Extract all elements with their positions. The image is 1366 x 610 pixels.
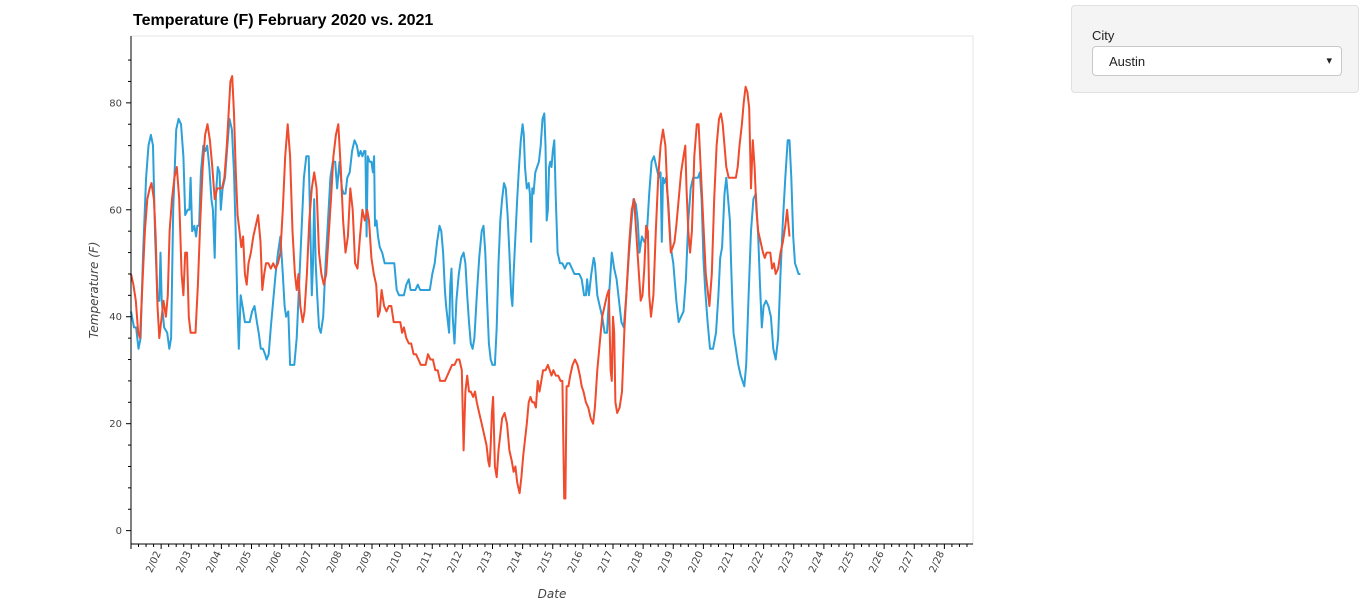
x-tick-label: 2/08 (325, 550, 344, 575)
series-line-1 (130, 112, 801, 388)
series-layer (130, 75, 801, 500)
x-tick-label: 2/28 (928, 550, 947, 575)
x-tick-label: 2/05 (235, 550, 254, 575)
y-tick-label: 20 (109, 419, 122, 430)
x-tick-label: 2/11 (416, 550, 435, 575)
x-tick-label: 2/15 (536, 550, 555, 575)
x-tick-label: 2/22 (747, 550, 766, 575)
x-tick-label: 2/20 (687, 550, 706, 575)
line-chart: 0 20 40 60 80 2/02 2/03 2/04 2/05 2/06 2/07 2/08 2/0… (87, 35, 974, 601)
city-widget-panel: City Austin ▾ (1071, 5, 1359, 93)
x-tick-label: 2/25 (837, 550, 856, 575)
chart-area: Temperature (F) February 2020 vs. 2021 0… (87, 12, 974, 601)
y-tick-label: 80 (109, 98, 122, 109)
chart-title: Temperature (F) February 2020 vs. 2021 (133, 12, 434, 29)
x-axis-label: Date (538, 587, 567, 601)
x-tick-label: 2/19 (657, 550, 676, 575)
axis-layer: 0 20 40 60 80 2/02 2/03 2/04 2/05 2/06 2/07 2/08 2/0… (109, 36, 973, 575)
x-tick-label: 2/06 (265, 550, 284, 575)
x-tick-label: 2/02 (144, 550, 163, 575)
x-tick-label: 2/04 (205, 550, 224, 575)
chevron-down-icon: ▾ (1326, 55, 1332, 67)
x-tick-label: 2/09 (355, 550, 374, 575)
x-tick-label: 2/16 (566, 550, 585, 575)
x-tick-label: 2/23 (777, 550, 796, 575)
city-select[interactable]: Austin ▾ (1092, 46, 1342, 76)
x-tick-label: 2/26 (867, 550, 886, 575)
x-tick-label: 2/13 (476, 550, 495, 575)
x-tick-label: 2/14 (506, 550, 525, 575)
y-axis-label: Temperature (F) (87, 242, 101, 339)
x-tick-label: 2/27 (898, 550, 917, 575)
x-tick-label: 2/07 (295, 550, 314, 575)
y-tick-label: 60 (109, 205, 122, 216)
x-tick-label: 2/17 (596, 550, 615, 575)
x-tick-label: 2/12 (446, 550, 465, 575)
x-tick-label: 2/21 (717, 550, 736, 575)
x-tick-label: 2/24 (807, 550, 826, 575)
city-label: City (1092, 28, 1115, 43)
y-tick-label: 40 (109, 312, 122, 323)
series-line-2 (130, 75, 791, 500)
city-select-value: Austin (1109, 54, 1146, 69)
y-tick-label: 0 (116, 526, 122, 537)
x-tick-label: 2/10 (385, 550, 404, 575)
x-tick-label: 2/18 (626, 550, 645, 575)
plot-frame (130, 35, 974, 545)
x-tick-label: 2/03 (175, 550, 194, 575)
